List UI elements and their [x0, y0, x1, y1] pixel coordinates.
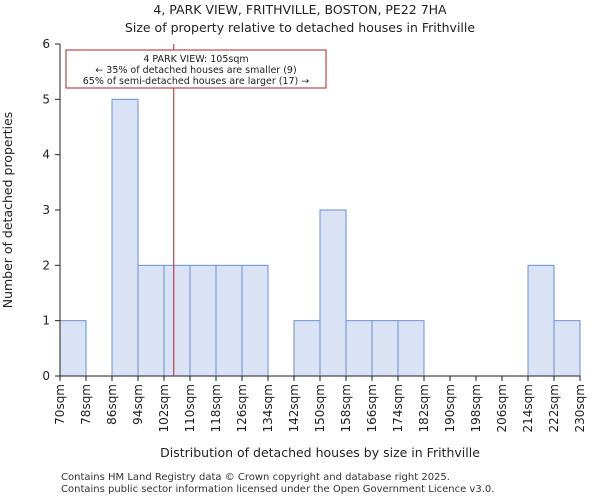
- annotation-box: 4 PARK VIEW: 105sqm ← 35% of detached ho…: [65, 49, 327, 89]
- bar-126sqm: [241, 264, 269, 377]
- bar-70sqm: [59, 320, 87, 377]
- x-tick-label: 182sqm: [417, 384, 431, 432]
- bar-102sqm: [163, 264, 191, 377]
- annotation-line-3: 65% of semi-detached houses are larger (…: [83, 76, 310, 87]
- y-tick-label: 6: [42, 37, 50, 51]
- chart-subtitle: Size of property relative to detached ho…: [124, 20, 476, 35]
- y-tick-label: 4: [42, 148, 50, 162]
- annotation-line-2: ← 35% of detached houses are smaller (9): [95, 65, 296, 76]
- x-tick-label: 86sqm: [105, 384, 119, 425]
- annotation-line-1: 4 PARK VIEW: 105sqm: [143, 54, 248, 65]
- x-tick-label: 206sqm: [495, 384, 509, 432]
- footer-copyright: Contains HM Land Registry data © Crown c…: [61, 472, 450, 483]
- bar-158sqm: [345, 320, 373, 377]
- bar-174sqm: [397, 320, 425, 377]
- bar-110sqm: [189, 264, 217, 377]
- x-tick-label: 222sqm: [547, 384, 561, 432]
- x-tick-label: 150sqm: [313, 384, 327, 432]
- x-tick-label: 214sqm: [521, 384, 535, 432]
- y-tick-label: 1: [42, 314, 50, 328]
- bar-214sqm: [527, 264, 555, 377]
- bar-86sqm: [111, 98, 139, 377]
- x-tick-label: 118sqm: [209, 384, 223, 432]
- x-tick-label: 70sqm: [53, 384, 67, 425]
- footer-licence: Contains public sector information licen…: [61, 484, 495, 495]
- bar-118sqm: [215, 264, 243, 377]
- x-tick-label: 94sqm: [131, 384, 145, 425]
- x-tick-label: 142sqm: [287, 384, 301, 432]
- annotation-frame: [65, 49, 327, 89]
- y-tick-label: 5: [42, 92, 50, 106]
- x-axis-label: Distribution of detached houses by size …: [160, 445, 480, 460]
- x-tick-label: 102sqm: [157, 384, 171, 432]
- bar-94sqm: [137, 264, 165, 377]
- bar-150sqm: [319, 209, 347, 377]
- y-tick-label: 2: [42, 258, 50, 272]
- bar-222sqm: [553, 320, 581, 377]
- y-tick-label: 3: [42, 203, 50, 217]
- axes-group: 0 1 2 3 4 5 6 70sqm 78sqm 86sqm 94sqm 102sqm 110sqm 1…: [42, 37, 587, 432]
- x-tick-label: 78sqm: [79, 384, 93, 425]
- bar-142sqm: [293, 320, 321, 377]
- chart-title: 4, PARK VIEW, FRITHVILLE, BOSTON, PE22 7…: [153, 2, 447, 17]
- x-tick-label: 110sqm: [183, 384, 197, 432]
- bar-166sqm: [371, 320, 399, 377]
- x-tick-label: 166sqm: [365, 384, 379, 432]
- x-tick-label: 126sqm: [235, 384, 249, 432]
- x-tick-label: 198sqm: [469, 384, 483, 432]
- x-tick-label: 190sqm: [443, 384, 457, 432]
- bars-group: [59, 98, 581, 377]
- y-tick-label: 0: [42, 369, 50, 383]
- x-tick-label: 158sqm: [339, 384, 353, 432]
- y-axis-label: Number of detached properties: [0, 112, 15, 309]
- x-tick-label: 230sqm: [573, 384, 587, 432]
- x-tick-label: 174sqm: [391, 384, 405, 432]
- x-tick-label: 134sqm: [261, 384, 275, 432]
